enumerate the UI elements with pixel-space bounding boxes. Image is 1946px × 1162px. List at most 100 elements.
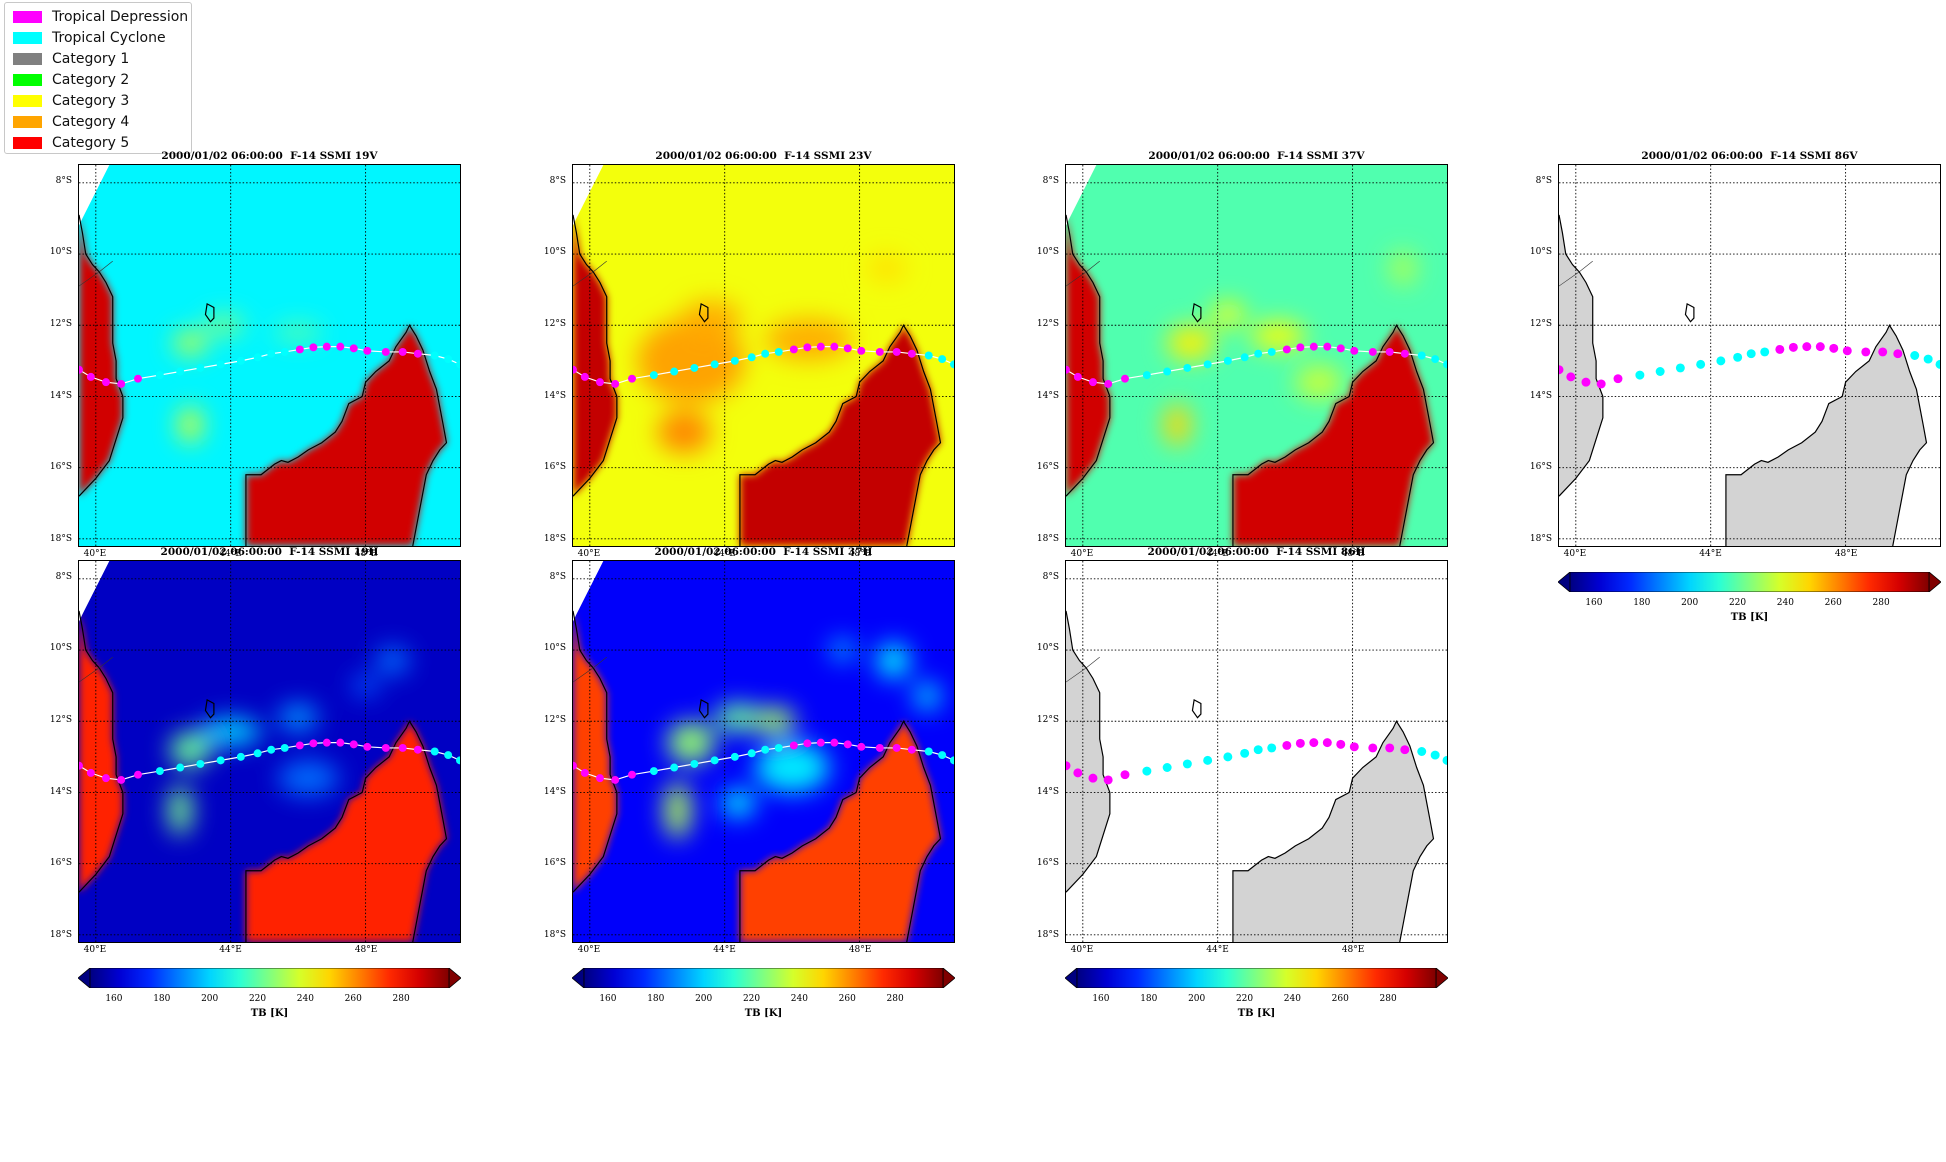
brightness-feature xyxy=(755,742,830,793)
track-point xyxy=(1182,759,1192,769)
latitude-label: 10°S xyxy=(543,247,566,258)
track-point xyxy=(747,749,756,758)
colorbar-tick-label: 160 xyxy=(1585,598,1603,608)
track-point xyxy=(938,355,947,364)
track-point xyxy=(1696,359,1706,369)
track-point xyxy=(611,379,620,388)
latitude-label: 12°S xyxy=(1529,319,1552,330)
brightness-feature xyxy=(1251,321,1306,351)
legend-label: Tropical Cyclone xyxy=(52,29,166,46)
latitude-label: 18°S xyxy=(49,929,72,940)
track-point xyxy=(1842,346,1852,356)
track-point xyxy=(267,349,276,358)
track-point xyxy=(1878,347,1888,357)
track-point xyxy=(216,360,225,369)
track-point xyxy=(381,743,390,752)
track-point xyxy=(803,739,812,748)
track-point xyxy=(456,360,460,369)
track-point xyxy=(349,344,358,353)
longitude-label: 40°E xyxy=(83,549,107,559)
colorbar-gradient xyxy=(1569,572,1930,592)
colorbar-tick-label: 260 xyxy=(1331,994,1349,1004)
africa-coastline xyxy=(79,610,124,893)
colorbar-max-extend xyxy=(1928,572,1941,592)
border-line xyxy=(1066,260,1100,287)
madagascar-coastline xyxy=(245,324,448,546)
colorbar-tick-label: 200 xyxy=(201,994,219,1004)
track-point xyxy=(1596,379,1606,389)
track-point xyxy=(1240,748,1250,758)
map-canvas xyxy=(1558,164,1941,547)
latitude-label: 16°S xyxy=(1036,462,1059,473)
track-point xyxy=(1073,768,1083,778)
track-point xyxy=(236,752,245,761)
longitude-label: 48°E xyxy=(1341,549,1365,559)
brightness-feature xyxy=(657,410,712,454)
latitude-label: 18°S xyxy=(543,929,566,940)
madagascar-coastline xyxy=(1725,324,1928,546)
land-field xyxy=(79,610,447,942)
track-point xyxy=(830,342,839,351)
latitude-label: 14°S xyxy=(49,786,72,797)
legend-swatch xyxy=(13,136,42,149)
latitude-label: 16°S xyxy=(1036,858,1059,869)
africa-coastline xyxy=(1559,214,1604,497)
track-point xyxy=(1240,353,1249,362)
latitude-label: 10°S xyxy=(1529,247,1552,258)
track-point xyxy=(1162,763,1172,772)
legend-label: Category 3 xyxy=(52,92,130,109)
brightness-feature xyxy=(664,781,692,839)
convection-field xyxy=(168,646,410,836)
swath-gap xyxy=(79,165,110,226)
track-point xyxy=(196,759,205,768)
panel-title: 2000/01/02 06:00:00 F-14 SSMI 19V xyxy=(161,150,378,162)
track-point xyxy=(1559,365,1564,375)
track-point xyxy=(295,741,304,750)
colorbar-tick-label: 240 xyxy=(296,994,314,1004)
track-point xyxy=(857,346,866,355)
track-point xyxy=(1295,738,1305,748)
longitude-label: 40°E xyxy=(1563,549,1587,559)
map-panel: 2000/01/02 06:00:00 F-14 SSMI 86H 8°S 10°S… xyxy=(987,546,1448,1046)
track-point xyxy=(1788,342,1798,352)
africa-land xyxy=(1066,610,1110,893)
latitude-label: 12°S xyxy=(1036,715,1059,726)
latitude-label: 14°S xyxy=(1036,390,1059,401)
brightness-feature xyxy=(913,682,941,711)
track-point xyxy=(830,738,839,747)
brightness-feature xyxy=(721,788,756,818)
latitude-label: 16°S xyxy=(1529,462,1552,473)
colorbar-gradient xyxy=(89,968,450,988)
land-field xyxy=(573,610,941,942)
longitude-label: 40°E xyxy=(577,945,601,955)
legend-label: Tropical Depression xyxy=(52,8,189,25)
track-point xyxy=(322,342,331,351)
track-point xyxy=(1073,372,1082,381)
comoros-coastline xyxy=(1684,302,1695,323)
track-point xyxy=(907,349,916,358)
track-point xyxy=(1163,367,1172,376)
colorbar-max-extend xyxy=(448,968,461,988)
border-line xyxy=(1559,260,1593,287)
legend-item: Category 3 xyxy=(13,90,129,111)
longitude-label: 40°E xyxy=(83,945,107,955)
brightness-feature xyxy=(1167,325,1215,361)
latitude-label: 8°S xyxy=(1042,571,1059,582)
track-point xyxy=(1746,349,1756,359)
brightness-feature xyxy=(637,318,745,404)
track-point xyxy=(1336,739,1346,749)
convection-field xyxy=(1163,250,1417,447)
legend-swatch xyxy=(13,115,42,128)
colorbar-max-extend xyxy=(942,968,955,988)
madagascar-coastline xyxy=(1232,720,1435,942)
comoros-coastline xyxy=(1191,302,1202,323)
africa-coastline xyxy=(79,214,124,497)
colorbar-min-extend xyxy=(1558,572,1571,592)
track-point xyxy=(1802,342,1812,352)
latitude-label: 16°S xyxy=(49,462,72,473)
track-point xyxy=(134,374,142,383)
track-point xyxy=(1203,755,1213,765)
land-field xyxy=(573,214,941,546)
latitude-label: 10°S xyxy=(49,247,72,258)
brightness-feature xyxy=(277,703,319,732)
